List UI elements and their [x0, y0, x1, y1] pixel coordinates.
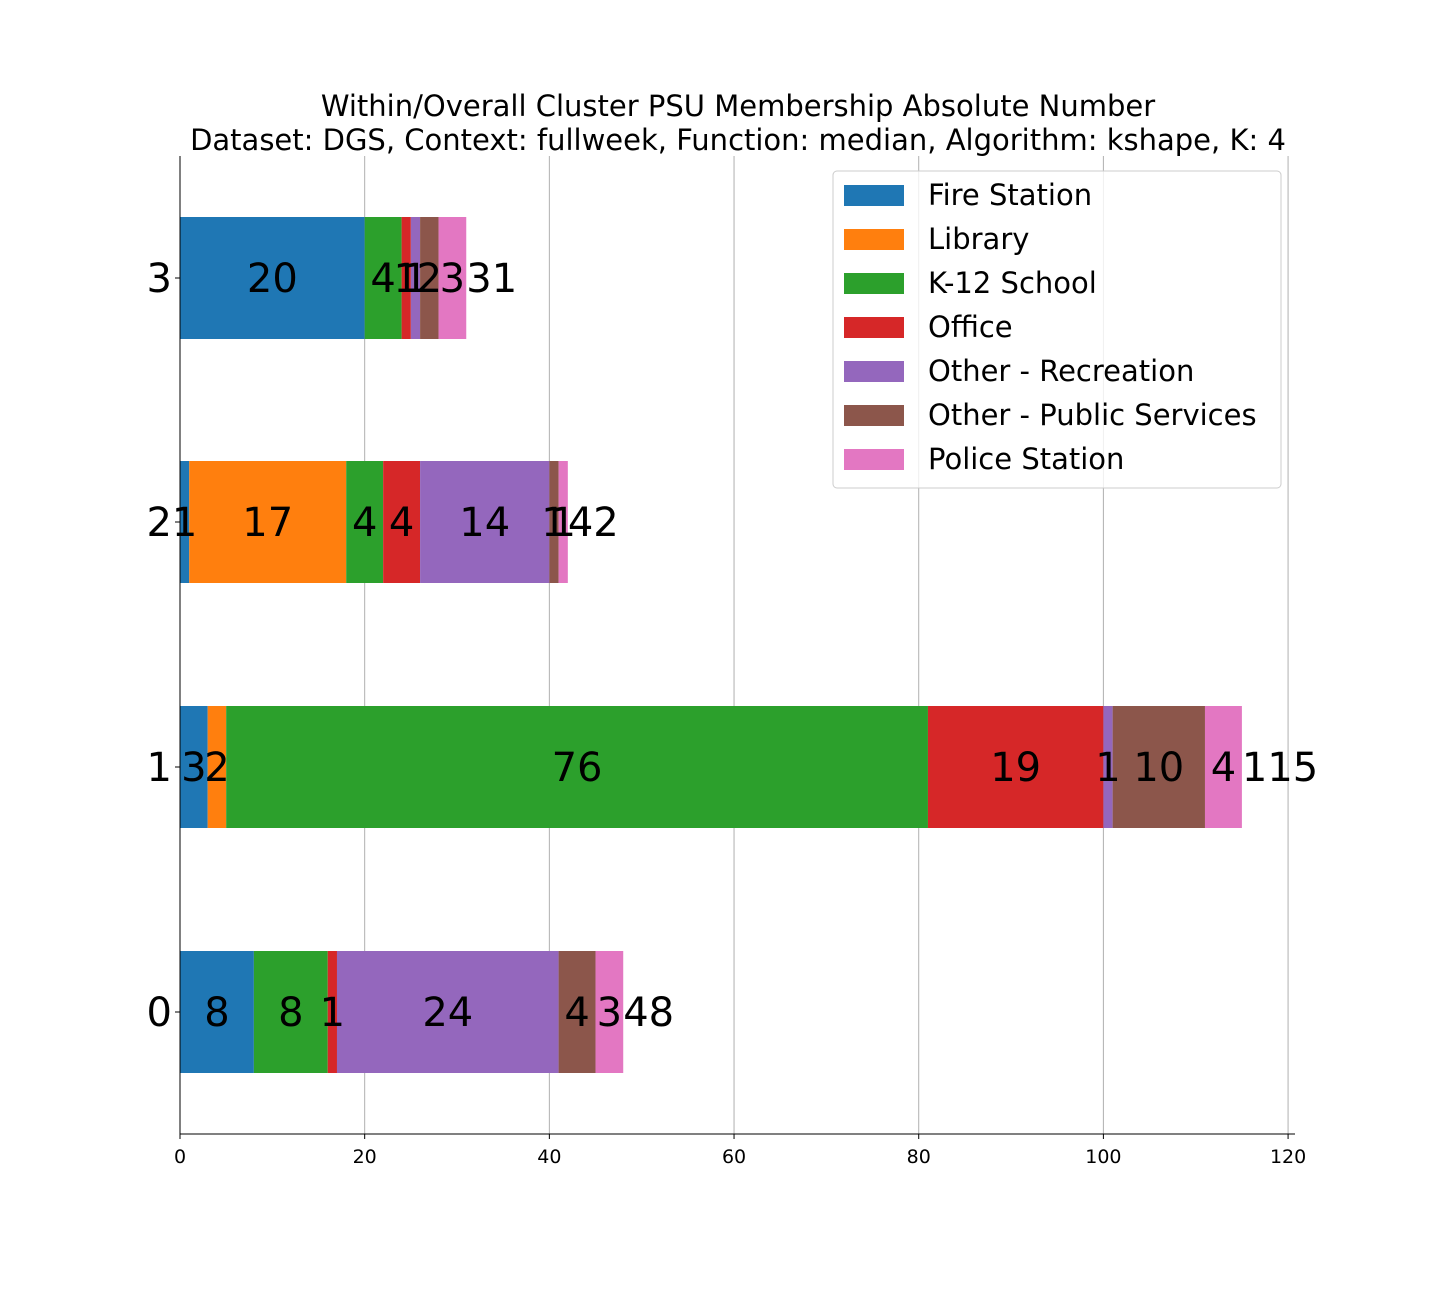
legend-entry-label: Police Station — [928, 442, 1124, 476]
x-tick-label: 0 — [174, 1146, 186, 1168]
bar-total-label: 115 — [1242, 745, 1318, 791]
bar-segment-label: 1 — [394, 256, 419, 302]
bar-segment-label: 8 — [204, 990, 229, 1036]
bar-segment — [1112, 706, 1205, 828]
legend-swatch — [844, 317, 904, 338]
bar-segment-label: 4 — [352, 500, 377, 546]
legend-entry-label: Fire Station — [928, 178, 1092, 212]
bar-total-label: 31 — [466, 256, 517, 302]
bar-total-label: 42 — [568, 500, 619, 546]
bar-segment — [383, 461, 421, 583]
bar-segment-label: 1 — [550, 500, 575, 546]
bar-segment-label: 19 — [990, 745, 1041, 791]
legend-swatch — [844, 361, 904, 382]
bar-segment — [180, 217, 365, 339]
chart-subtitle: Dataset: DGS, Context: fullweek, Functio… — [190, 123, 1286, 157]
legend-entry-label: Library — [928, 222, 1029, 256]
bar-segment — [364, 217, 402, 339]
legend-entry-label: Other - Recreation — [928, 354, 1194, 388]
bar-segment-label: 2 — [204, 745, 229, 791]
bar-segment-label: 1 — [172, 500, 197, 546]
legend-entry-label: Other - Public Services — [928, 398, 1257, 432]
bar-segment-label: 20 — [247, 256, 298, 302]
bar-segment-label: 1 — [320, 990, 345, 1036]
bar-segment — [420, 461, 550, 583]
x-tick-label: 60 — [722, 1146, 746, 1168]
bar-segment — [420, 217, 439, 339]
bar-segment — [226, 706, 928, 828]
bar-segment-label: 4 — [389, 500, 414, 546]
x-tick-label: 80 — [907, 1146, 931, 1168]
legend: Fire Station Library K-12 School Office Othe… — [832, 170, 1282, 489]
bar-total-label: 48 — [623, 990, 674, 1036]
bar-segment — [927, 706, 1104, 828]
bar-segment-label: 3 — [181, 745, 206, 791]
bar-segment-label: 3 — [597, 990, 622, 1036]
bar-segment — [558, 951, 596, 1073]
y-tick-label: 2 — [147, 500, 172, 546]
bar-segment — [1204, 706, 1242, 828]
bar-segment — [253, 951, 328, 1073]
bar-segment-label: 8 — [278, 990, 303, 1036]
x-tick-label: 120 — [1270, 1146, 1306, 1168]
bar-segment — [549, 461, 559, 583]
x-tick-label: 100 — [1085, 1146, 1121, 1168]
bar-segment — [558, 461, 568, 583]
legend-swatch — [844, 449, 904, 470]
bar-segment — [180, 951, 254, 1073]
bar-segment — [327, 951, 337, 1073]
bar-segment-label: 14 — [459, 500, 510, 546]
bar-segment — [595, 951, 624, 1073]
bar-segment-label: 76 — [552, 745, 603, 791]
bar-segment — [189, 461, 347, 583]
legend-entry-label: Office — [928, 310, 1013, 344]
legend-box — [832, 170, 1282, 489]
bar-segment — [180, 461, 190, 583]
x-tick-label: 20 — [353, 1146, 377, 1168]
y-tick-label: 1 — [147, 745, 172, 791]
bar-segment-label: 4 — [564, 990, 589, 1036]
bar-segment-label: 17 — [242, 500, 293, 546]
legend-swatch — [844, 229, 904, 250]
bar-segment — [346, 461, 384, 583]
bar-segment-label: 4 — [370, 256, 395, 302]
bar-segment — [438, 217, 467, 339]
y-tick-label: 0 — [147, 990, 172, 1036]
bar-segment-label: 1 — [1095, 745, 1120, 791]
y-tick-label: 3 — [147, 256, 172, 302]
bar-segment-label: 24 — [422, 990, 473, 1036]
bar-segment — [1103, 706, 1113, 828]
bar-segment-label: 4 — [1211, 745, 1236, 791]
bar-segment-label: 1 — [403, 256, 428, 302]
bar-segment — [410, 217, 421, 339]
legend-entry-label: K-12 School — [928, 266, 1097, 300]
bar-segment-label: 1 — [541, 500, 566, 546]
legend-swatch — [844, 273, 904, 294]
bar-segment-label: 10 — [1133, 745, 1184, 791]
bar-segment — [207, 706, 227, 828]
bar-segment-label: 2 — [417, 256, 442, 302]
legend-swatch — [844, 185, 904, 206]
bar-segment-label: 3 — [440, 256, 465, 302]
bars — [180, 217, 1242, 1073]
chart-title: Within/Overall Cluster PSU Membership Ab… — [321, 89, 1155, 123]
x-tick-label: 40 — [537, 1146, 561, 1168]
bar-segment — [336, 951, 559, 1073]
bar-segment — [401, 217, 411, 339]
bar-segment — [180, 706, 208, 828]
legend-swatch — [844, 405, 904, 426]
